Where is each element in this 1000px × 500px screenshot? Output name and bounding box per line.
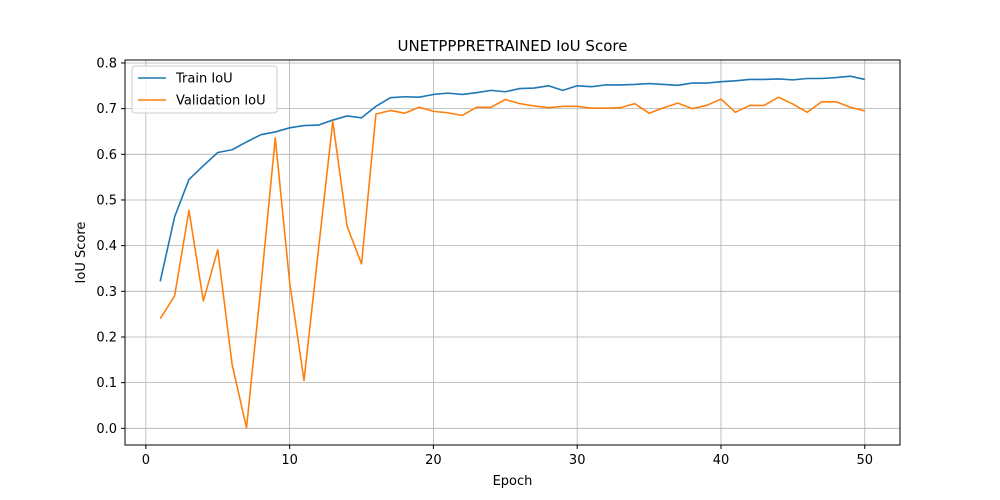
- grid-lines: [125, 60, 900, 445]
- y-axis-label: IoU Score: [74, 222, 89, 284]
- y-tick-label: 0.7: [96, 102, 117, 117]
- x-tick-label: 50: [856, 453, 873, 468]
- y-tick-label: 0.3: [96, 285, 117, 300]
- y-tick-label: 0.4: [96, 239, 117, 254]
- legend-label: Train IoU: [175, 72, 233, 87]
- y-axis: 0.0 0.1 0.2 0.3 0.4 0.5 0.6 0.7 0.8: [96, 56, 125, 437]
- legend: Train IoU Validation IoU: [131, 65, 278, 114]
- y-tick-label: 0.2: [96, 330, 117, 345]
- y-tick-label: 0.8: [96, 56, 117, 71]
- x-tick-label: 20: [425, 453, 442, 468]
- x-axis-label: Epoch: [493, 474, 533, 489]
- x-tick-label: 40: [713, 453, 730, 468]
- chart-title: UNETPPPRETRAINED IoU Score: [398, 37, 628, 55]
- y-tick-label: 0.1: [96, 376, 117, 391]
- legend-box: [131, 65, 278, 114]
- plot-frame: [124, 59, 901, 446]
- legend-label: Validation IoU: [176, 94, 266, 109]
- y-tick-label: 0.0: [96, 422, 117, 437]
- series-line-validation-iou: [159, 96, 865, 429]
- x-tick-label: 0: [142, 453, 150, 468]
- series-layer: [159, 75, 865, 429]
- series-line-train-iou: [159, 75, 865, 282]
- y-tick-label: 0.6: [96, 148, 117, 163]
- x-tick-label: 30: [569, 453, 586, 468]
- x-tick-label: 10: [281, 453, 298, 468]
- x-axis: 0 10 20 30 40 50: [142, 445, 873, 468]
- y-tick-label: 0.5: [96, 193, 117, 208]
